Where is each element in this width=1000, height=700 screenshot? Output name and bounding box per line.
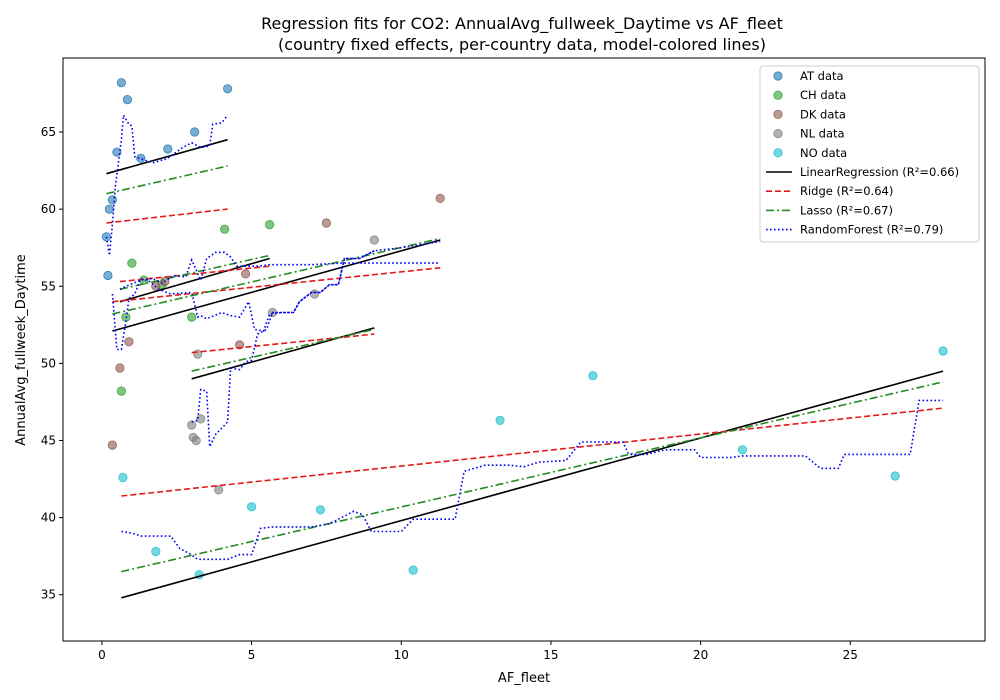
ridge-fit-line <box>119 265 270 283</box>
linear-fit-line <box>106 138 228 175</box>
ridge-fit-line <box>191 333 375 354</box>
data-point <box>737 445 748 455</box>
data-point <box>247 502 257 512</box>
y-tick-label: 55 <box>41 279 56 293</box>
y-tick-label: 50 <box>41 356 56 370</box>
data-point <box>127 258 137 268</box>
plot-area <box>101 78 948 599</box>
data-point <box>938 346 948 356</box>
data-point <box>321 218 331 228</box>
data-point <box>187 420 197 430</box>
data-point <box>124 337 134 347</box>
data-point <box>588 371 598 381</box>
legend-label: RandomForest (R²=0.79) <box>800 223 943 237</box>
data-point <box>103 270 113 281</box>
legend-label: Lasso (R²=0.67) <box>800 203 893 217</box>
legend-marker <box>773 90 783 100</box>
data-point <box>107 440 118 450</box>
legend-label: NO data <box>800 146 847 160</box>
linear-fit-line <box>191 327 375 380</box>
x-tick-label: 20 <box>693 648 708 662</box>
data-point <box>309 289 320 299</box>
x-tick-label: 25 <box>843 648 858 662</box>
randomforest-fit-line <box>121 399 944 561</box>
data-point <box>136 153 146 163</box>
ridge-fit-line <box>112 267 441 303</box>
data-point <box>151 546 161 557</box>
data-point <box>315 505 325 515</box>
x-tick-label: 10 <box>394 648 409 662</box>
legend-marker <box>773 109 783 120</box>
chart-title: Regression fits for CO2: AnnualAvg_fullw… <box>261 14 783 34</box>
data-point <box>495 415 505 425</box>
data-point <box>104 204 115 214</box>
lasso-fit-line <box>121 381 944 573</box>
legend-frame <box>759 65 980 243</box>
data-point <box>408 565 418 575</box>
legend-marker <box>773 129 783 139</box>
linear-fit-line <box>121 370 944 599</box>
data-point <box>220 224 230 234</box>
lasso-fit-line <box>191 328 375 372</box>
data-point <box>116 78 127 88</box>
data-point <box>223 84 233 94</box>
plot-frame <box>62 57 986 642</box>
data-point <box>122 95 133 105</box>
x-tick-label: 5 <box>248 648 256 662</box>
legend-label: CH data <box>800 88 846 102</box>
x-tick-label: 15 <box>543 648 558 662</box>
ridge-fit-line <box>121 407 944 497</box>
lasso-fit-line <box>106 165 228 195</box>
data-point <box>163 144 173 154</box>
x-axis: 0 5 10 15 20 25 <box>98 641 858 662</box>
data-point <box>190 127 200 137</box>
legend-label: AT data <box>800 69 844 83</box>
data-point <box>115 363 125 373</box>
randomforest-fit-line <box>119 251 441 291</box>
data-point <box>116 386 127 396</box>
legend-label: Ridge (R²=0.64) <box>800 184 893 198</box>
data-point <box>187 312 197 322</box>
randomforest-fit-line <box>111 240 441 351</box>
y-tick-label: 40 <box>41 511 56 525</box>
data-point <box>890 471 900 481</box>
ridge-fit-line <box>106 208 228 224</box>
legend-label: LinearRegression (R²=0.66) <box>800 165 959 179</box>
lasso-fit-line <box>112 237 441 315</box>
x-axis-label: AF_fleet <box>498 671 550 686</box>
chart-subtitle: (country fixed effects, per-country data… <box>278 35 766 54</box>
y-tick-label: 35 <box>41 588 56 602</box>
legend-marker <box>773 148 783 158</box>
data-point <box>118 472 128 483</box>
y-tick-label: 60 <box>41 202 56 216</box>
data-point <box>435 193 445 203</box>
randomforest-fit-line <box>105 112 229 256</box>
data-point <box>369 235 379 245</box>
data-point <box>196 414 206 424</box>
legend-label: DK data <box>800 107 846 121</box>
data-point <box>241 269 251 279</box>
legend-label: NL data <box>800 127 845 141</box>
y-tick-label: 45 <box>41 433 56 447</box>
y-axis: 35 40 45 50 55 60 65 <box>41 125 63 602</box>
y-tick-label: 65 <box>41 125 56 139</box>
x-tick-label: 0 <box>98 648 106 662</box>
legend-marker <box>773 71 783 81</box>
data-point <box>264 220 275 230</box>
lasso-fit-line <box>119 254 270 291</box>
legend: AT data CH data DK data NL data NO data Linea… <box>759 65 980 243</box>
data-point <box>214 485 224 495</box>
randomforest-fit-line <box>191 250 375 448</box>
y-axis-label: AnnualAvg_fullweek_Daytime <box>14 254 29 446</box>
data-point <box>191 435 201 446</box>
